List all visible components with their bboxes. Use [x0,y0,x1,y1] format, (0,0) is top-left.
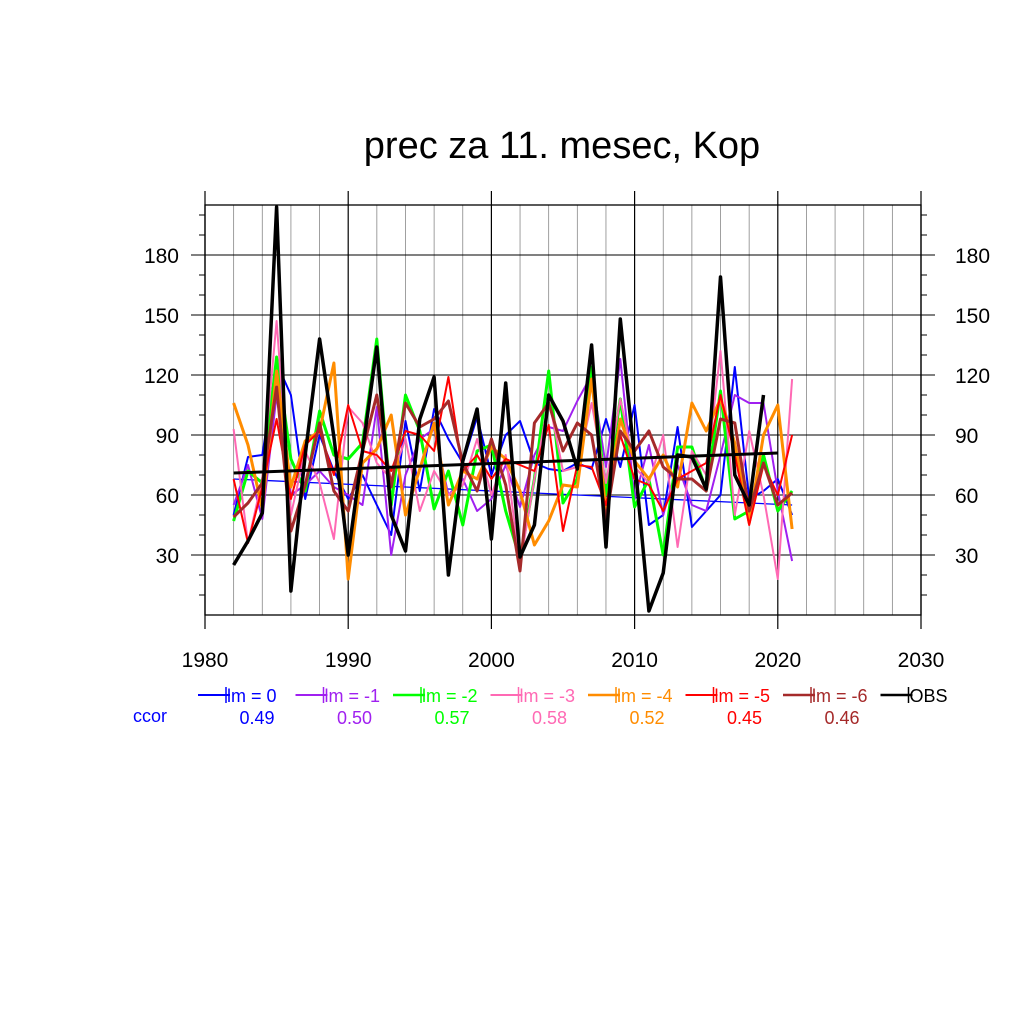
legend-label-4: lm = -4 [617,686,673,706]
ccor-value-2: 0.57 [434,708,469,728]
legend-label-5: lm = -5 [715,686,771,706]
trend-line-0 [233,478,793,506]
trend-line-7 [233,451,778,475]
y-tick-label-left: 180 [144,245,179,268]
series-line-6 [232,385,794,573]
y-tick-label-left: 90 [156,425,179,448]
x-tick-label: 1980 [182,649,229,672]
y-tick-label-left: 30 [156,545,179,568]
chart-title: prec za 11. mesec, Kop [364,125,760,167]
series-line-7 [232,205,766,613]
legend-label-1: lm = -1 [325,686,381,706]
ccor-label: ccor [133,706,167,726]
series-line-3 [232,320,794,580]
y-tick-label-left: 60 [156,485,179,508]
y-tick-label-right: 180 [955,245,990,268]
plot-frame [204,204,922,616]
y-tick-label-right: 60 [955,485,978,508]
legend-label-6: lm = -6 [812,686,868,706]
ccor-value-6: 0.46 [824,708,859,728]
y-tick-label-left: 150 [144,305,179,328]
grid [191,191,935,629]
x-tick-label: 2020 [754,649,801,672]
legend-label-0: lm = 0 [227,686,277,706]
x-tick-label: 2010 [611,649,658,672]
legend-label-2: lm = -2 [422,686,478,706]
x-tick-label: 2000 [468,649,515,672]
ccor-value-4: 0.52 [629,708,664,728]
legend-label-3: lm = -3 [520,686,576,706]
x-tick-label: 1990 [325,649,372,672]
ccor-value-5: 0.45 [727,708,762,728]
y-tick-label-right: 120 [955,365,990,388]
axes: 1980 1990 2000 2010 2020 2030 30 30 60 60 90 90 120 1… [144,214,990,672]
legend-label-7: OBS [910,686,948,706]
y-tick-label-right: 150 [955,305,990,328]
ccor-value-0: 0.49 [239,708,274,728]
y-tick-label-right: 30 [955,545,978,568]
y-tick-label-left: 120 [144,365,179,388]
series-lines [232,205,794,613]
y-tick-label-right: 90 [955,425,978,448]
x-tick-label: 2030 [898,649,945,672]
ccor-value-3: 0.58 [532,708,567,728]
ccor-value-1: 0.50 [337,708,372,728]
